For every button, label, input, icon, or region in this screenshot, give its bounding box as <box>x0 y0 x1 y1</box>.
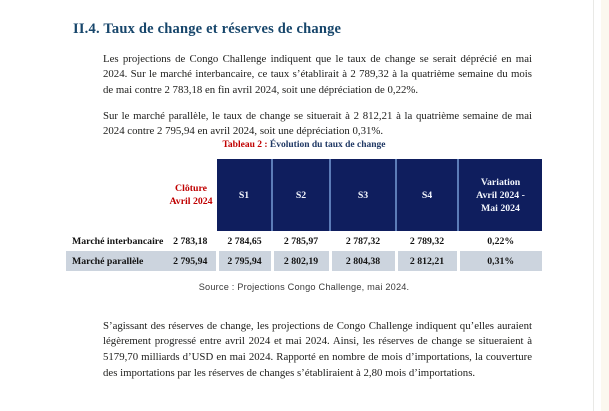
row-label-interbancaire: Marché interbancaire <box>66 231 165 251</box>
cell-parallele-s1: 2 795,94 <box>215 251 272 271</box>
header-empty-cell <box>66 159 165 231</box>
exchange-rate-table: Clôture Avril 2024 S1 S2 S3 S4 Variation… <box>66 159 542 271</box>
row-label-parallele: Marché parallèle <box>66 251 165 271</box>
header-variation-line2: Avril 2024 - <box>476 189 525 201</box>
table-source: Source : Projections Congo Challenge, ma… <box>198 282 410 292</box>
page-edge-strip <box>601 0 609 411</box>
cell-parallele-cloture: 2 795,94 <box>165 251 217 271</box>
paragraph-parallel-market: Sur le marché parallèle, le taux de chan… <box>103 109 532 138</box>
cell-parallele-variation: 0,31% <box>456 251 542 271</box>
cell-interbancaire-s3: 2 787,32 <box>328 231 396 251</box>
header-week-s2: S2 <box>271 159 330 231</box>
cell-parallele-s4: 2 812,21 <box>394 251 458 271</box>
header-variation-line1: Variation <box>480 176 521 188</box>
header-variation-line3: Mai 2024 <box>481 202 520 214</box>
paragraph-reserves: S’agissant des réserves de change, les p… <box>103 319 532 379</box>
cell-interbancaire-variation: 0,22% <box>456 231 542 251</box>
table-caption-number: Tableau 2 : <box>222 140 268 150</box>
cell-interbancaire-cloture: 2 783,18 <box>165 231 217 251</box>
header-cloture-line1: Clôture <box>175 183 207 194</box>
header-cloture-avril: Clôture Avril 2024 <box>165 159 217 231</box>
table-row-interbancaire: Marché interbancaire 2 783,18 2 784,65 2… <box>66 231 542 251</box>
cell-parallele-s2: 2 802,19 <box>270 251 330 271</box>
table-caption-title: Évolution du taux de change <box>269 140 386 150</box>
header-week-s3: S3 <box>329 159 396 231</box>
paragraph-interbank: Les projections de Congo Challenge indiq… <box>103 52 532 96</box>
page-right-border <box>593 0 594 411</box>
table-caption: Tableau 2 : Évolution du taux de change <box>66 140 542 150</box>
table-row-parallele: Marché parallèle 2 795,94 2 795,94 2 802… <box>66 251 542 271</box>
cell-interbancaire-s2: 2 785,97 <box>270 231 330 251</box>
cell-interbancaire-s1: 2 784,65 <box>215 231 272 251</box>
table-header-row: Clôture Avril 2024 S1 S2 S3 S4 Variation… <box>66 159 542 231</box>
cell-interbancaire-s4: 2 789,32 <box>394 231 458 251</box>
header-cloture-line2: Avril 2024 <box>169 196 213 207</box>
header-week-s4: S4 <box>395 159 458 231</box>
header-variation: Variation Avril 2024 - Mai 2024 <box>457 159 542 231</box>
section-title: II.4. Taux de change et réserves de chan… <box>73 20 342 37</box>
cell-parallele-s3: 2 804,38 <box>328 251 396 271</box>
header-week-s1: S1 <box>217 159 272 231</box>
